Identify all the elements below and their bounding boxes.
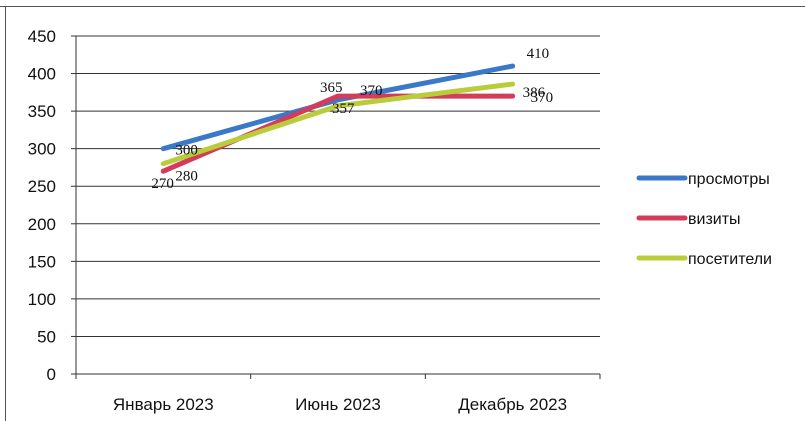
legend-label: просмотры	[688, 171, 770, 188]
y-tick-label: 300	[28, 140, 56, 159]
data-label: 270	[151, 176, 174, 192]
data-label: 365	[320, 80, 343, 96]
legend-label: посетители	[688, 251, 772, 268]
x-tick-label: Январь 2023	[113, 395, 214, 414]
y-tick-label: 250	[28, 177, 56, 196]
data-label: 370	[531, 90, 554, 106]
legend-label: визиты	[688, 211, 741, 228]
y-tick-label: 200	[28, 215, 56, 234]
x-tick-label: Июнь 2023	[295, 395, 381, 414]
data-label: 300	[175, 143, 198, 159]
series-line-3	[160, 81, 516, 167]
y-tick-label: 450	[28, 27, 56, 46]
data-label: 357	[332, 101, 355, 117]
legend: просмотры визиты посетители	[636, 171, 772, 268]
y-tick-label: 100	[28, 290, 56, 309]
data-label: 410	[527, 46, 550, 62]
y-tick-label: 350	[28, 102, 56, 121]
frame-left-border	[5, 6, 6, 421]
y-tick-label: 400	[28, 65, 56, 84]
y-tick-label: 0	[47, 365, 56, 384]
frame-top-border	[0, 6, 805, 7]
x-axis-tick-labels: Январь 2023 Июнь 2023 Декабрь 2023	[113, 395, 567, 414]
data-labels: 300 365 410 270 370 370 280 357 386	[151, 46, 553, 192]
data-label: 280	[175, 169, 198, 185]
data-label: 386	[523, 85, 546, 101]
data-label: 370	[360, 83, 383, 99]
gridlines	[71, 35, 601, 379]
y-axis-tick-labels: 0 50 100 150 200 250 300 350 400 450	[28, 27, 56, 384]
series-line-1	[160, 63, 516, 152]
x-tick-label: Декабрь 2023	[458, 395, 567, 414]
y-tick-label: 50	[37, 327, 56, 346]
y-tick-label: 150	[28, 252, 56, 271]
series-lines	[160, 63, 516, 174]
